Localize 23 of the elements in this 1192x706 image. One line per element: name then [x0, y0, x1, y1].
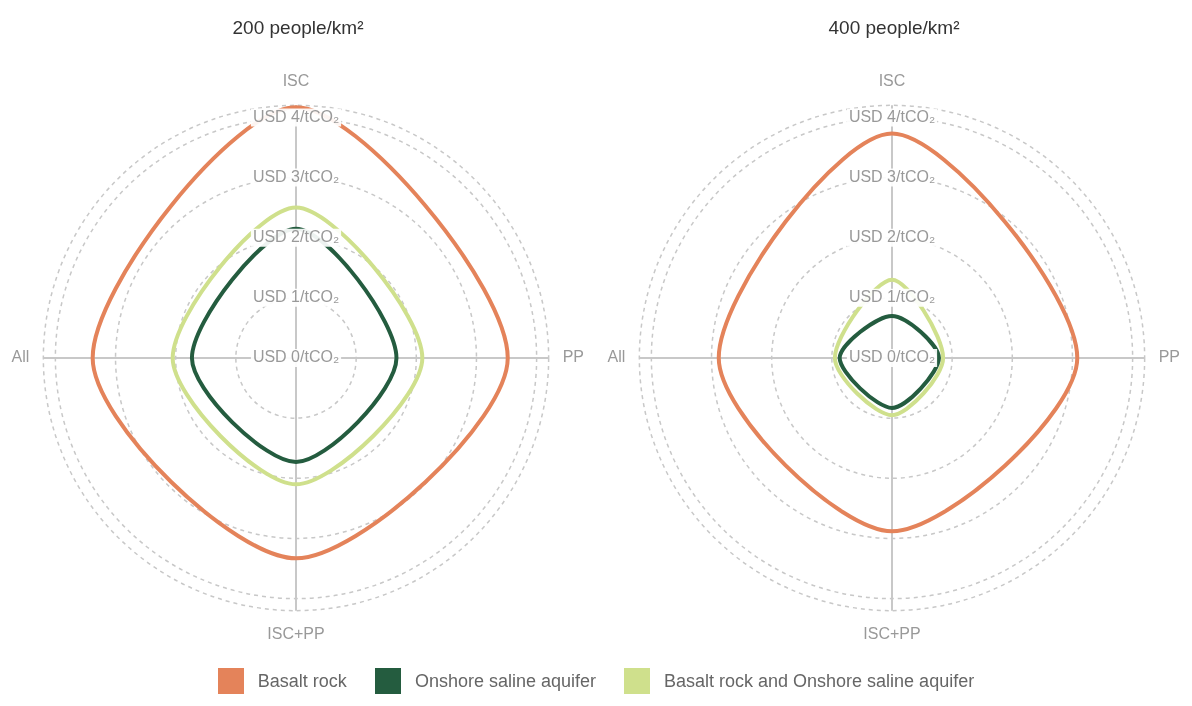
- y-tick-label: USD 1/tCO₂: [848, 288, 936, 306]
- spoke-label: ISC: [878, 72, 906, 90]
- y-tick-label: USD 3/tCO₂: [848, 167, 936, 185]
- legend-label: Basalt rock and Onshore saline aquifer: [663, 670, 975, 692]
- y-tick-label: USD 0/tCO₂: [252, 348, 340, 366]
- spoke-label: All: [11, 348, 30, 366]
- legend-label: Basalt rock: [257, 670, 347, 692]
- spoke-label: ISC+PP: [267, 624, 325, 642]
- spoke-label: PP: [562, 348, 584, 366]
- y-tick-label: USD 3/tCO₂: [252, 167, 340, 185]
- y-tick-label: USD 2/tCO₂: [848, 228, 936, 246]
- spoke-label: ISC+PP: [863, 624, 921, 642]
- y-tick-label: USD 1/tCO₂: [252, 288, 340, 306]
- y-tick-label: USD 0/tCO₂: [848, 348, 936, 366]
- chart-title: 200 people/km²: [231, 16, 365, 40]
- legend-label: Onshore saline aquifer: [414, 670, 596, 692]
- y-tick-label: USD 4/tCO₂: [252, 107, 340, 125]
- chart-title: 400 people/km²: [827, 16, 961, 40]
- spoke-label: All: [607, 348, 626, 366]
- y-tick-label: USD 4/tCO₂: [848, 107, 936, 125]
- spoke-label: PP: [1158, 348, 1180, 366]
- spoke-label: ISC: [282, 72, 310, 90]
- y-tick-label: USD 2/tCO₂: [252, 228, 340, 246]
